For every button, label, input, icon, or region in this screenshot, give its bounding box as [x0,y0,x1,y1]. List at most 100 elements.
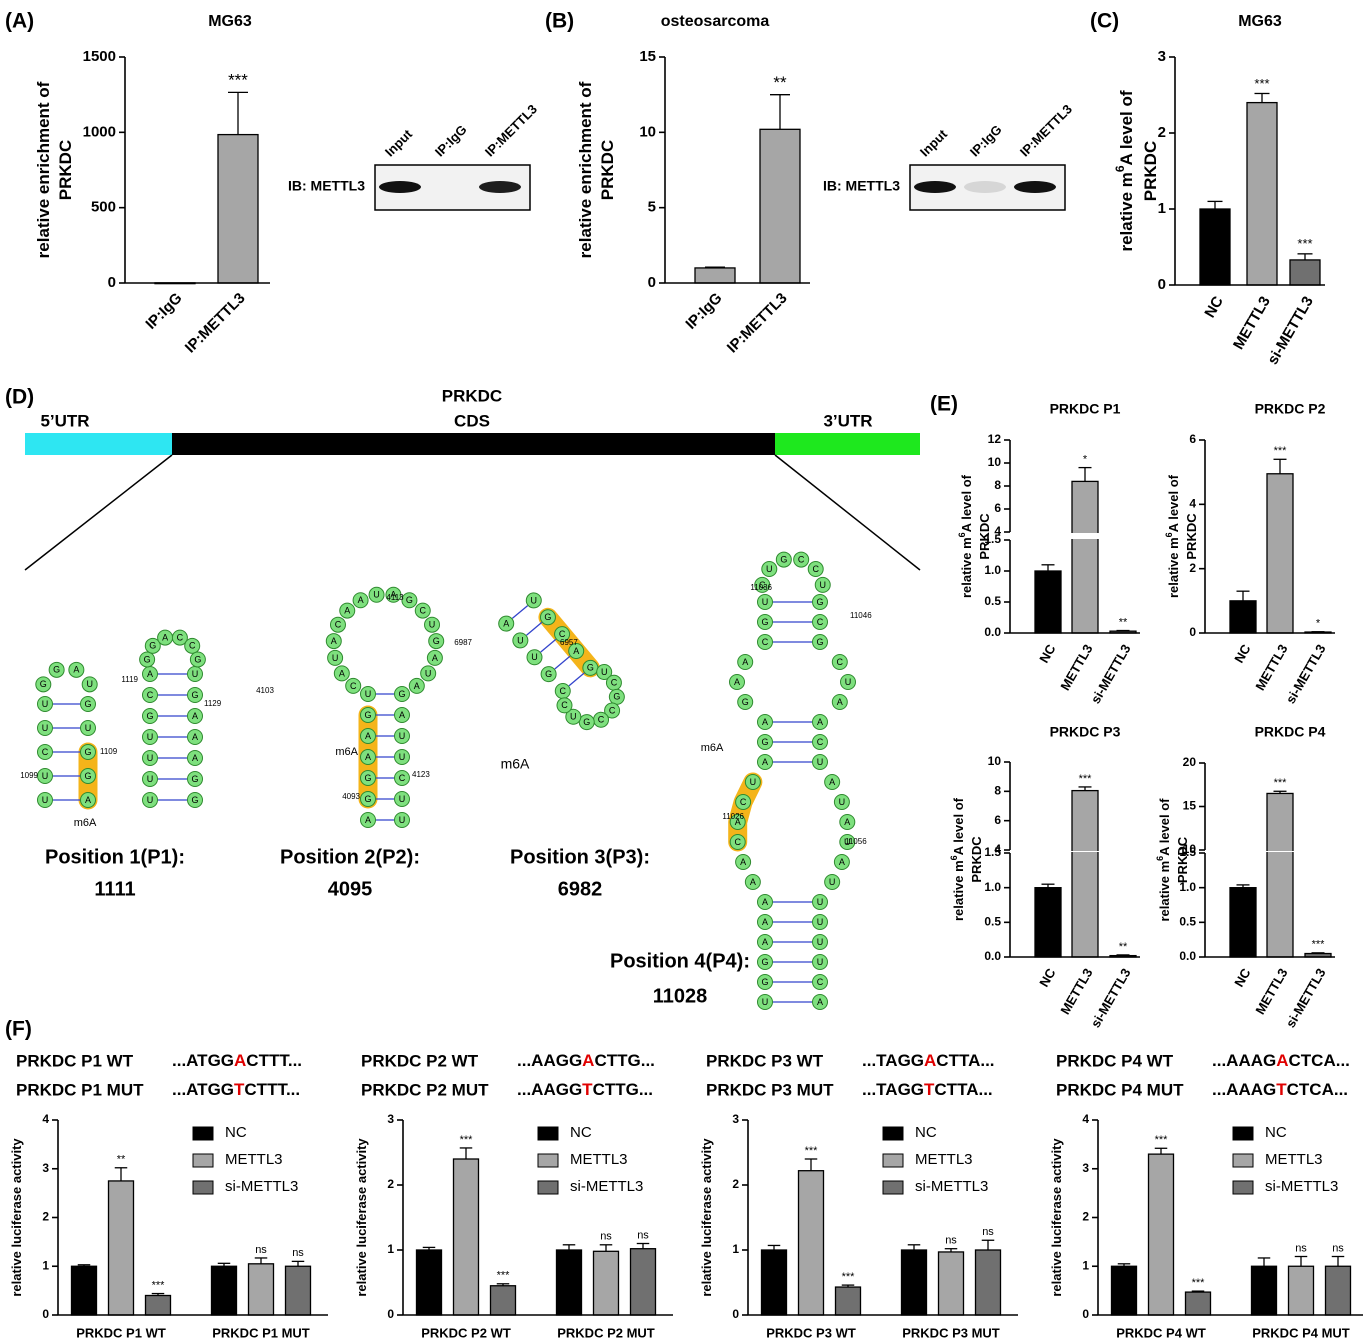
position-number: 4113 [386,593,404,602]
nucleotide-letter: A [742,657,748,667]
bar [1287,1265,1315,1316]
y-axis-label-part: relative m [1166,537,1181,598]
bar [107,1180,135,1316]
y-tick-label: 1 [1158,200,1166,217]
y-tick-label: 3 [1082,1161,1089,1175]
significance-label: ** [117,1154,126,1166]
significance-label: *** [1254,76,1269,91]
nucleotide [408,677,425,694]
nucleotide [187,729,203,745]
legend-swatch [882,1153,904,1168]
significance-label: ns [982,1226,994,1238]
y-axis-label-part: relative m [959,537,974,598]
nucleotide [37,720,53,736]
significance-label: * [1316,618,1321,630]
y-tick-label: 1 [1082,1258,1089,1272]
y-tick-label: 3 [387,1112,394,1126]
nucleotide [80,768,96,784]
nucleotide-letter: A [192,753,198,763]
sequence-part: CTTT... [244,1080,300,1099]
nucleotide-letter: U [844,837,851,847]
bar [759,128,801,284]
x-tick-label: si-METTL3 [1088,966,1134,1030]
m6a-label: m6A [501,756,530,772]
bar [489,1285,517,1316]
nucleotide-letter: A [358,595,364,605]
nucleotide [793,551,810,568]
nucleotide-letter: A [344,605,350,615]
position-site: 4095 [328,878,373,900]
nucleotide [394,791,410,807]
nucleotide-letter: G [53,665,60,675]
mutation-site: A [234,1051,246,1070]
nucleotide [360,686,376,702]
nucleotide-letter: A [762,917,768,927]
panel-label: (F) [5,1018,32,1041]
m6a-label: m6A [335,746,358,758]
nucleotide [593,711,610,728]
bar [1199,208,1231,286]
nucleotide-letter: U [819,580,826,590]
bar [1246,101,1278,286]
blot-band [379,181,421,193]
nucleotide-letter: C [560,686,567,696]
nucleotide-letter: G [149,641,156,651]
blot-lane-label: Input [917,126,951,160]
nucleotide-letter: A [839,857,845,867]
bar [555,1249,583,1316]
nucleotide [757,734,773,750]
nucleotide-letter: C [837,657,844,667]
nucleotide-letter: U [399,731,406,741]
y-tick-label: 4 [994,524,1001,538]
nucleotide-letter: C [42,747,49,757]
blot-lane-label: IP:IgG [432,122,470,160]
x-tick-label: IP:METTL3 [182,290,249,357]
nucleotide [142,687,158,703]
nucleotide [757,634,773,650]
y-axis-label-part: PRKDC [969,836,984,883]
nucleotide [812,594,828,610]
base-pair [511,605,529,619]
nucleotide-letter: C [812,564,819,574]
y-tick-label: 0 [732,1307,739,1321]
nucleotide [498,615,515,632]
nucleotide [578,714,595,731]
position-number: 1129 [204,699,222,708]
nucleotide [554,682,571,699]
significance-label: ns [600,1231,612,1243]
nucleotide [757,614,773,630]
bar [937,1251,965,1316]
nucleotide-letter: A [829,777,835,787]
position-number: 4093 [342,792,360,801]
legend-label: si-METTL3 [570,1178,643,1195]
nucleotide-letter: C [798,554,805,564]
y-axis-label-part: relative luciferase activity [699,1138,714,1297]
nucleotide-letter: G [191,774,198,784]
y-axis-label: relative luciferase activity [354,1138,369,1297]
nucleotide [420,665,437,682]
chart-title: PRKDC P3 [1050,724,1121,740]
significance-label: ** [1119,941,1128,953]
nucleotide-letter: C [189,641,196,651]
nucleotide-letter: U [42,723,49,733]
y-tick-label: 0 [387,1307,394,1321]
rna-structure: U AU GC GU UU GGG AU [35,661,98,810]
x-tick-label: PRKDC P4 WT [1116,1325,1206,1340]
legend-swatch [1232,1180,1254,1195]
nucleotide [142,708,158,724]
y-axis-label-part: relative luciferase activity [1049,1138,1064,1297]
x-tick-label: PRKDC P3 MUT [902,1325,1000,1340]
nucleotide [333,665,350,682]
sequence-part: ...AAGG [517,1051,582,1070]
construct-name: PRKDC P4 MUT [1056,1080,1184,1099]
y-tick-label: 10 [988,754,1002,768]
y-tick-label: 10 [639,123,656,140]
base-pair [554,655,571,670]
nucleotide [812,974,828,990]
mutation-site: A [924,1051,936,1070]
nucleotide-letter: C [759,580,766,590]
nucleotide [729,814,746,830]
legend-label: si-METTL3 [1265,1178,1338,1195]
chart-title: PRKDC P4 [1255,724,1326,740]
